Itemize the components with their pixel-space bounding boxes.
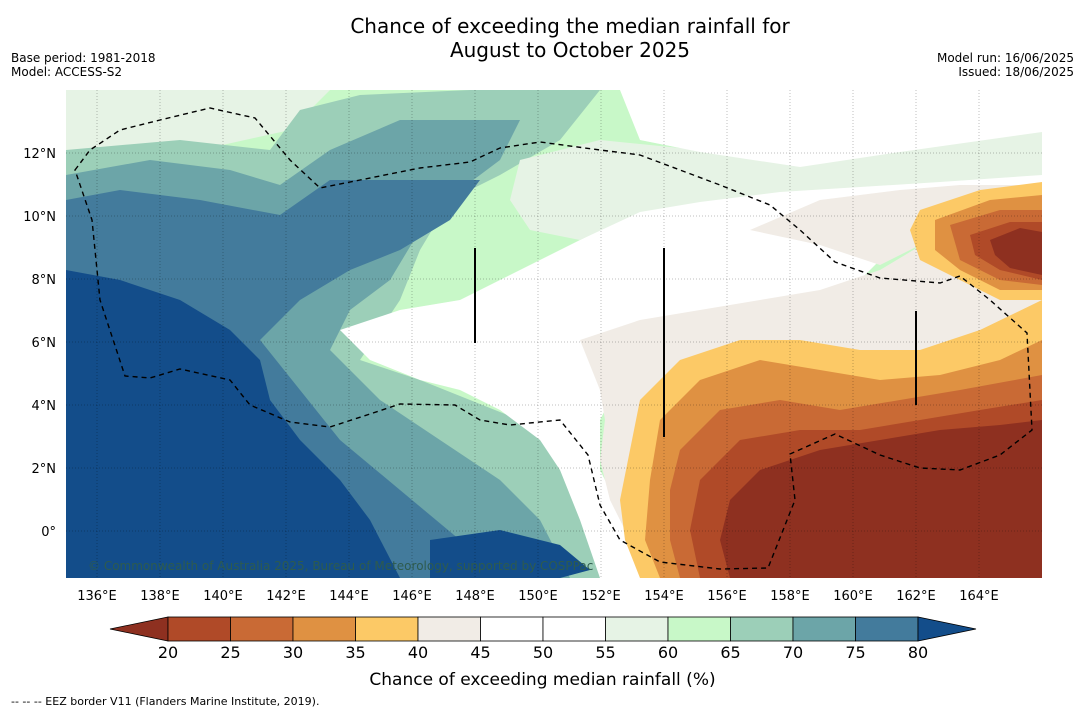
lon-tick-label: 140°E <box>203 589 243 604</box>
lat-tick-label: 10°N <box>23 210 56 225</box>
colorbar-tick-label: 75 <box>845 643 865 662</box>
colorbar-segment <box>730 616 794 642</box>
colorbar-segment <box>605 616 669 642</box>
copyright-text: © Commonwealth of Australia 2025, Bureau… <box>88 559 593 573</box>
colorbar-extend-low <box>109 616 169 642</box>
eez-legend-note: -- -- -- EEZ border V11 (Flanders Marine… <box>11 695 320 708</box>
base-period: Base period: 1981-2018 <box>11 51 156 65</box>
title-line-2: August to October 2025 <box>449 38 691 62</box>
lon-tick-label: 162°E <box>896 589 936 604</box>
lon-tick-label: 158°E <box>770 589 810 604</box>
map-title: Chance of exceeding the median rainfall … <box>0 14 1085 62</box>
colorbar-segment <box>292 616 356 642</box>
colorbar-extend-high <box>917 616 977 642</box>
colorbar-segment <box>480 616 544 642</box>
colorbar-segment <box>355 616 419 642</box>
colorbar-ticks: 20 25 30 35 40 45 50 55 60 65 70 75 80 <box>158 643 928 662</box>
colorbar-tick-label: 50 <box>533 643 553 662</box>
lat-tick-label: 0° <box>41 525 56 540</box>
lon-tick-label: 156°E <box>707 589 747 604</box>
colorbar-tick-label: 20 <box>158 643 178 662</box>
model-name: Model: ACCESS-S2 <box>11 65 123 79</box>
colorbar-segment <box>417 616 481 642</box>
colorbar-tick-label: 60 <box>658 643 678 662</box>
lat-tick-label: 2°N <box>32 462 57 477</box>
map-field <box>66 90 1042 578</box>
lon-tick-label: 154°E <box>644 589 684 604</box>
colorbar-segment <box>855 616 919 642</box>
colorbar-tick-label: 80 <box>908 643 928 662</box>
longitude-labels: 136°E 138°E 140°E 142°E 144°E 146°E 148°E 150°E… <box>77 589 999 604</box>
lon-tick-label: 152°E <box>581 589 621 604</box>
colorbar-segment <box>167 616 231 642</box>
colorbar-segment <box>792 616 856 642</box>
lon-tick-label: 146°E <box>392 589 432 604</box>
colorbar-tick-label: 70 <box>783 643 803 662</box>
run-info: Model run: 16/06/2025 Issued: 18/06/2025 <box>937 51 1074 79</box>
lon-tick-label: 164°E <box>959 589 999 604</box>
issued-date: Issued: 18/06/2025 <box>958 65 1074 79</box>
colorbar-tick-label: 55 <box>595 643 615 662</box>
lon-tick-label: 144°E <box>329 589 369 604</box>
lat-tick-label: 6°N <box>32 336 57 351</box>
colorbar-tick-label: 40 <box>408 643 428 662</box>
colorbar-segment <box>542 616 606 642</box>
lon-tick-label: 160°E <box>833 589 873 604</box>
title-line-1: Chance of exceeding the median rainfall … <box>350 14 790 38</box>
lat-tick-label: 4°N <box>32 399 57 414</box>
lon-tick-label: 138°E <box>140 589 180 604</box>
lon-tick-label: 136°E <box>77 589 117 604</box>
lat-tick-label: 12°N <box>23 147 56 162</box>
colorbar-segment <box>230 616 294 642</box>
lon-tick-label: 142°E <box>266 589 306 604</box>
lon-tick-label: 148°E <box>455 589 495 604</box>
colorbar-tick-label: 35 <box>345 643 365 662</box>
model-run-date: Model run: 16/06/2025 <box>936 51 1074 65</box>
colorbar-tick-label: 30 <box>283 643 303 662</box>
lat-tick-label: 8°N <box>32 273 57 288</box>
lon-tick-label: 150°E <box>518 589 558 604</box>
colorbar-tick-label: 45 <box>470 643 490 662</box>
model-info: Base period: 1981-2018 Model: ACCESS-S2 <box>11 51 156 79</box>
colorbar-tick-label: 65 <box>720 643 740 662</box>
colorbar-segment <box>667 616 731 642</box>
colorbar-label: Chance of exceeding median rainfall (%) <box>369 670 716 690</box>
colorbar <box>109 616 977 642</box>
colorbar-tick-label: 25 <box>220 643 240 662</box>
latitude-labels: 12°N 10°N 8°N 6°N 4°N 2°N 0° <box>23 147 56 540</box>
